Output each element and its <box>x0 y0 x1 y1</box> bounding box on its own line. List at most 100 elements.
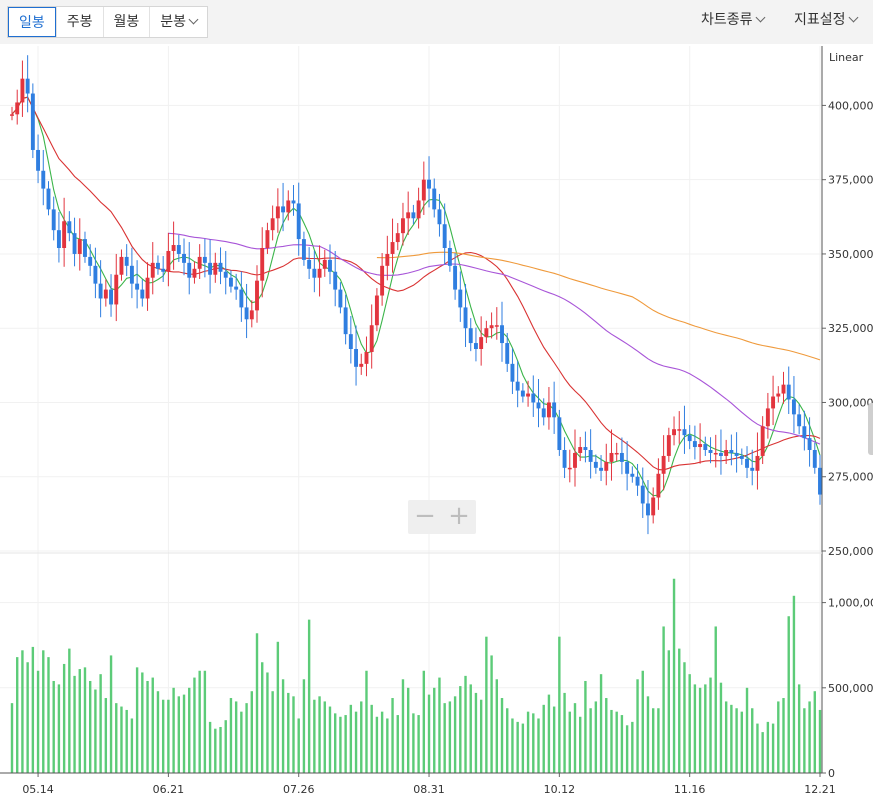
volume-bar <box>751 708 754 773</box>
candlestick-series <box>10 55 822 535</box>
candle-body <box>301 239 306 260</box>
candle-body <box>291 200 296 204</box>
candle <box>661 435 666 491</box>
volume-bar <box>57 684 61 773</box>
candle-body <box>672 429 676 436</box>
candle-body <box>729 450 734 453</box>
candle-body <box>270 218 275 231</box>
candle-body <box>88 256 93 266</box>
candle-body <box>41 170 46 189</box>
volume-bar <box>474 692 478 773</box>
volume-bar <box>391 698 394 773</box>
candle <box>708 437 713 464</box>
candle-body <box>260 248 265 281</box>
candle-body <box>625 461 630 474</box>
candle-body <box>500 325 504 344</box>
candle <box>343 294 348 345</box>
candle-body <box>588 450 593 462</box>
volume-bar <box>469 684 472 773</box>
candle-body <box>484 328 489 338</box>
indicator-menu[interactable]: 지표설정 <box>794 0 858 44</box>
volume-bar <box>386 718 389 773</box>
volume-bar <box>563 692 566 773</box>
volume-bar <box>266 672 269 773</box>
volume-bar <box>109 655 113 773</box>
volume-bar <box>292 696 295 773</box>
volume-bar <box>558 636 561 773</box>
candle-body <box>187 262 192 278</box>
scale-label[interactable]: Linear <box>829 51 864 64</box>
tab-minute[interactable]: 분봉 <box>149 7 207 37</box>
volume-bar <box>88 680 92 773</box>
volume-bar <box>552 706 556 773</box>
volume-bar <box>10 703 14 773</box>
candle-body <box>369 325 374 352</box>
candle <box>171 221 176 270</box>
candle <box>625 441 630 491</box>
chart-type-label: 차트종류 <box>701 12 753 28</box>
volume-bar <box>182 694 186 773</box>
candle <box>447 240 452 272</box>
candle <box>812 442 817 474</box>
candle-body <box>286 200 291 213</box>
candle-body <box>255 280 259 311</box>
ma20-line <box>11 96 821 471</box>
volume-bar <box>756 723 759 773</box>
candle <box>604 443 609 486</box>
candle <box>30 83 35 159</box>
candle <box>640 467 645 518</box>
volume-bar <box>78 669 81 773</box>
volume-bar <box>135 667 139 773</box>
candle-body <box>213 262 218 275</box>
volume-tick-label: 500,000 <box>828 682 873 695</box>
zoom-out-button[interactable]: − <box>414 501 436 531</box>
candle <box>307 247 312 280</box>
volume-bar <box>344 715 347 773</box>
candle <box>156 255 160 275</box>
tab-weekly[interactable]: 주봉 <box>55 7 103 37</box>
volume-bar <box>62 663 66 773</box>
candle <box>208 239 213 294</box>
candle <box>427 156 431 208</box>
tab-monthly[interactable]: 월봉 <box>102 7 150 37</box>
candle <box>385 235 390 281</box>
panel-resize-handle[interactable] <box>868 403 873 455</box>
volume-bar <box>313 699 316 773</box>
volume-bar <box>537 718 540 773</box>
candle-body <box>161 268 166 272</box>
volume-tick-label: 1,000,000 <box>828 597 873 610</box>
volume-bar <box>709 677 712 773</box>
candle <box>776 386 781 403</box>
candle-body <box>661 455 666 474</box>
candle-body <box>515 381 520 391</box>
candle-body <box>526 393 531 397</box>
candle-body <box>406 212 411 219</box>
candle-body <box>453 265 458 290</box>
price-axis: 400,000 375,000 350,000 325,000 300,000 275,0… <box>0 46 873 796</box>
candle-body <box>281 206 286 213</box>
candle-body <box>599 467 604 471</box>
volume-bar <box>589 708 592 773</box>
candle <box>437 193 442 237</box>
indicator-label: 지표설정 <box>794 12 846 28</box>
candle <box>786 366 791 414</box>
volume-bar <box>334 713 337 773</box>
volume-bar <box>177 696 181 773</box>
volume-bar <box>297 718 300 773</box>
chart-type-menu[interactable]: 차트종류 <box>701 0 765 44</box>
volume-bar <box>532 713 535 773</box>
candle <box>255 265 259 323</box>
candle <box>93 247 98 299</box>
volume-bar <box>120 706 123 773</box>
volume-bar <box>693 684 697 773</box>
tab-daily[interactable]: 일봉 <box>8 7 56 37</box>
candle <box>734 432 739 473</box>
moving-average-lines <box>11 96 821 497</box>
candle <box>234 273 239 300</box>
candle <box>484 320 489 344</box>
volume-bar <box>156 691 160 773</box>
volume-bar <box>792 595 796 773</box>
candle <box>15 89 20 125</box>
zoom-in-button[interactable]: + <box>448 501 470 531</box>
